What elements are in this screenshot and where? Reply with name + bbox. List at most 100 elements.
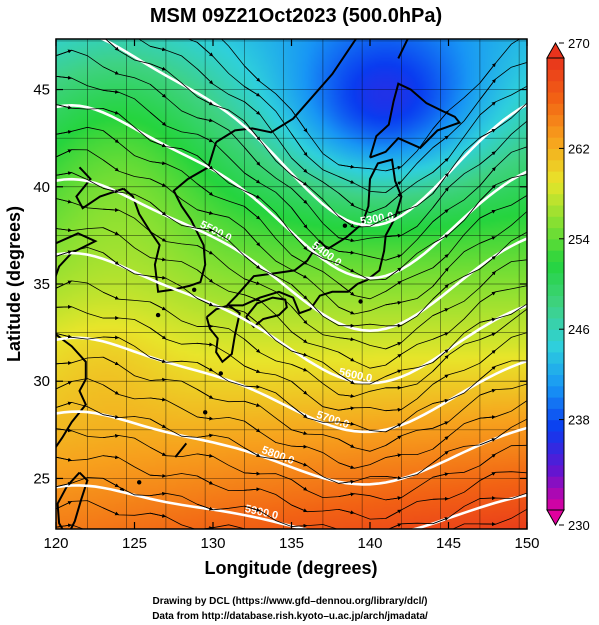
coast-china2 <box>56 232 98 279</box>
colorbar-band <box>547 91 564 104</box>
wind-arrow <box>150 178 167 187</box>
wind-arrow <box>102 227 120 236</box>
wind-arrow <box>197 227 214 232</box>
wind-arrow <box>479 78 496 100</box>
wind-arrow <box>102 130 120 144</box>
contour-line <box>56 410 527 486</box>
wind-arrow <box>197 96 214 106</box>
wind-arrow <box>197 183 214 196</box>
wind-arrow <box>479 438 496 446</box>
wind-arrow <box>102 356 120 366</box>
wind-arrow <box>244 447 261 458</box>
y-axis-ticks: 25 30 35 40 45 <box>33 82 527 487</box>
y-tick-label: 25 <box>33 470 50 487</box>
wind-arrow <box>385 453 402 458</box>
wind-arrow <box>433 595 449 596</box>
credit-data: Data from http://database.rish.kyoto–u.a… <box>152 611 428 622</box>
wind-arrow <box>432 234 449 244</box>
wind-arrow <box>150 589 166 592</box>
x-tick-label: 130 <box>200 535 225 552</box>
wind-arrow <box>56 171 73 176</box>
wind-arrow <box>197 503 214 511</box>
wind-arrow <box>56 456 73 462</box>
colorbar-band <box>547 159 564 172</box>
wind-arrow <box>149 201 167 216</box>
wind-arrow <box>291 232 308 251</box>
wind-arrow <box>244 592 260 594</box>
colorbar-band <box>547 114 564 127</box>
colorbar-max-arrow <box>546 41 565 59</box>
wind-arrow <box>102 108 120 115</box>
wind-arrow <box>432 135 449 149</box>
wind-arrow <box>244 86 261 97</box>
contour-line <box>56 103 527 280</box>
wind-arrow <box>479 317 496 323</box>
wind-arrow <box>432 398 449 404</box>
y-tick-label: 30 <box>33 373 50 390</box>
wind-arrow <box>480 543 496 549</box>
wind-arrow <box>103 455 120 460</box>
wind-arrow <box>479 349 496 364</box>
wind-arrow <box>149 327 167 340</box>
wind-arrow <box>197 342 214 347</box>
wind-arrow <box>244 172 261 184</box>
wind-arrow <box>385 254 402 261</box>
island-mark <box>358 299 363 304</box>
wind-arrow <box>197 416 214 421</box>
wind-arrow <box>103 575 119 579</box>
wind-arrow <box>103 601 119 609</box>
wind-streamlines <box>56 39 527 610</box>
wind-arrow <box>244 228 261 247</box>
wind-arrow <box>244 120 261 141</box>
wind-arrow <box>291 157 308 173</box>
wind-arrow <box>479 271 496 288</box>
wind-arrow <box>197 453 214 458</box>
wind-arrow <box>479 365 496 380</box>
wind-arrow <box>244 206 261 220</box>
wind-arrow <box>103 207 120 212</box>
wind-arrow <box>244 294 261 302</box>
wind-arrow <box>103 89 120 94</box>
island-mark <box>192 287 197 292</box>
wind-arrow <box>149 231 167 242</box>
wind-arrow <box>56 130 73 135</box>
wind-arrow <box>432 267 449 287</box>
contour-line <box>56 177 527 333</box>
wind-arrow <box>338 337 355 342</box>
wind-arrow <box>338 164 355 169</box>
wind-arrow <box>56 250 73 257</box>
wind-arrow <box>103 535 119 536</box>
wind-arrow <box>432 374 449 385</box>
wind-arrow <box>385 192 402 207</box>
colorbar-band <box>547 227 564 240</box>
coast-honshu <box>226 158 403 315</box>
wind-arrow <box>150 418 167 429</box>
wind-arrow <box>102 66 120 75</box>
wind-arrow <box>385 475 402 480</box>
wind-arrow <box>338 282 355 296</box>
wind-arrow <box>479 128 496 138</box>
wind-arrow <box>479 388 496 396</box>
wind-arrow <box>433 571 449 573</box>
wind-arrow <box>197 389 214 399</box>
colorbar-band <box>547 419 564 432</box>
wind-arrow <box>150 608 166 610</box>
wind-arrow <box>385 181 402 193</box>
y-tick-label: 45 <box>33 82 50 99</box>
colorbar-band <box>547 487 564 500</box>
wind-arrow <box>385 423 402 433</box>
wind-arrow <box>387 523 402 529</box>
wind-arrow <box>385 233 402 238</box>
wind-arrow <box>244 471 261 476</box>
wind-arrow <box>479 101 496 116</box>
colorbar-band <box>547 284 564 296</box>
x-tick-label: 140 <box>357 535 382 552</box>
wind-arrow <box>479 332 496 340</box>
wind-arrow <box>338 509 355 515</box>
wind-arrow <box>338 462 355 469</box>
wind-arrow <box>480 558 496 567</box>
wind-arrow <box>150 473 167 478</box>
wind-arrow <box>103 554 119 557</box>
x-tick-label: 150 <box>514 535 539 552</box>
island-mark <box>218 371 223 376</box>
